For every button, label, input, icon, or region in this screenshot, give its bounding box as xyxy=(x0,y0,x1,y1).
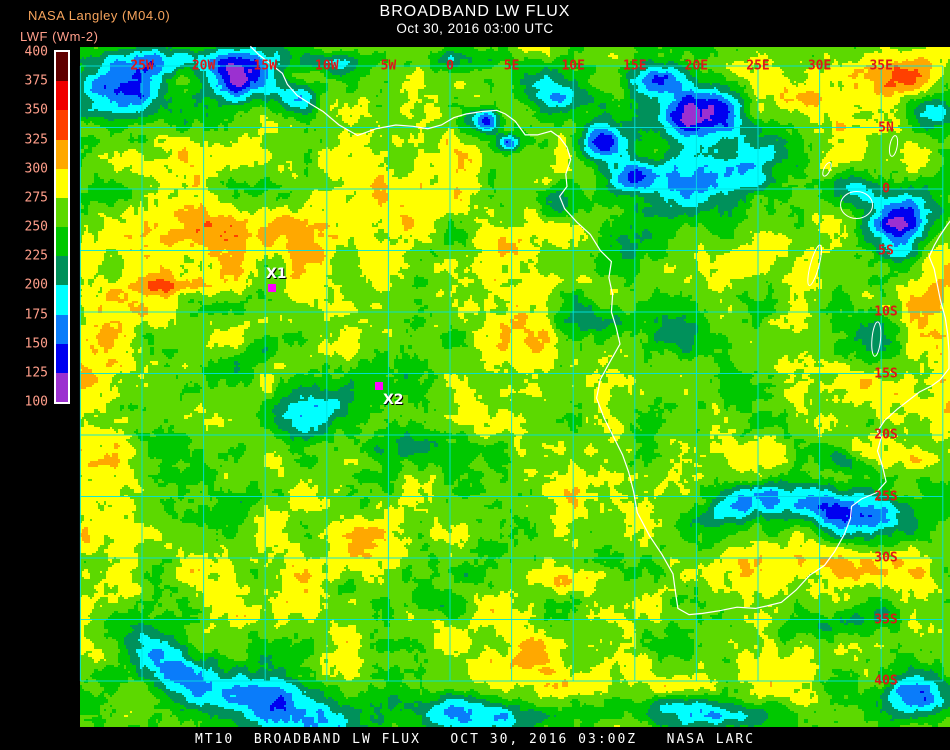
color-scale-segment xyxy=(56,256,68,286)
color-scale-segment xyxy=(56,81,68,111)
color-scale-tick-label: 250 xyxy=(24,219,48,235)
color-scale-tick-label: 200 xyxy=(24,277,48,293)
color-scale-tick-label: 100 xyxy=(24,394,48,410)
color-scale-segment xyxy=(56,139,68,169)
coastline-overlay xyxy=(249,45,950,616)
footer-bar: MT10 BROADBAND LW FLUX OCT 30, 2016 03:0… xyxy=(0,727,950,750)
lon-axis-label: 0 xyxy=(446,58,454,74)
color-scale-tick-label: 375 xyxy=(24,73,48,89)
color-scale-segment xyxy=(56,343,68,373)
lake-outline xyxy=(822,161,832,177)
lake-outline xyxy=(807,244,822,286)
lat-axis-label: 5S xyxy=(878,243,894,258)
color-scale-tick-label: 175 xyxy=(24,307,48,322)
lon-axis-label: 15E xyxy=(623,58,647,74)
marker-square-x2 xyxy=(375,382,383,390)
page-title: BROADBAND LW FLUX xyxy=(379,3,571,20)
lat-axis-label: 25S xyxy=(874,489,898,504)
lat-axis-label: 5N xyxy=(878,120,894,135)
marker-label-x2: X2 xyxy=(383,392,404,408)
lat-axis-label: 30S xyxy=(874,550,898,566)
marker-label-x1: X1 xyxy=(266,266,287,282)
flux-map-raster xyxy=(80,47,950,727)
lat-axis-label: 10S xyxy=(874,304,898,320)
lake-outline xyxy=(871,321,882,357)
source-label: NASA Langley (M04.0) xyxy=(28,8,171,23)
color-scale-segment xyxy=(56,372,68,403)
lon-axis-label: 30E xyxy=(807,58,832,74)
color-scale-segment xyxy=(56,197,68,228)
color-scale-segment xyxy=(56,110,68,140)
units-label: LWF (Wm-2) xyxy=(20,29,99,44)
lon-axis-label: 5E xyxy=(503,58,520,74)
color-scale-segment xyxy=(56,314,68,344)
lon-axis-label: 10W xyxy=(315,58,339,74)
lake-outline xyxy=(888,135,899,157)
color-scale-segment xyxy=(56,285,68,315)
flux-color-scale xyxy=(54,50,70,404)
color-scale-tick-label: 225 xyxy=(24,248,48,264)
coastline-path xyxy=(249,45,950,616)
color-scale-tick-label: 325 xyxy=(24,132,48,147)
marker-square-x1 xyxy=(268,284,276,292)
lake-outline xyxy=(840,190,874,219)
lon-axis-label: 25E xyxy=(746,58,770,74)
latlon-gridlines xyxy=(79,65,944,682)
lon-axis-label: 35E xyxy=(869,58,893,74)
lat-axis-label: 0 xyxy=(882,181,890,197)
color-scale-tick-label: 125 xyxy=(24,365,48,381)
footer-status-text: MT10 BROADBAND LW FLUX OCT 30, 2016 03:0… xyxy=(194,732,756,747)
lat-axis-label: 20S xyxy=(874,427,898,443)
color-scale-segment xyxy=(56,227,68,257)
timestamp-subtitle: Oct 30, 2016 03:00 UTC xyxy=(396,21,554,36)
color-scale-segment xyxy=(56,52,68,82)
color-scale-tick-label: 275 xyxy=(24,190,48,206)
color-scale-tick-label: 300 xyxy=(24,161,48,177)
lat-axis-label: 35S xyxy=(874,612,898,627)
lon-axis-label: 15W xyxy=(253,58,277,74)
lon-axis-label: 20W xyxy=(191,58,216,74)
color-scale-segment xyxy=(56,168,68,198)
lon-axis-label: 25W xyxy=(130,58,154,74)
color-scale-tick-label: 350 xyxy=(24,102,48,118)
lat-axis-label: 15S xyxy=(874,366,898,381)
lon-axis-label: 10E xyxy=(561,58,585,74)
lon-axis-label: 5W xyxy=(380,58,397,74)
color-scale-tick-label: 150 xyxy=(24,336,48,352)
lat-axis-label: 40S xyxy=(874,673,898,689)
lon-axis-label: 20E xyxy=(684,58,709,74)
color-scale-tick-label: 400 xyxy=(24,44,48,60)
